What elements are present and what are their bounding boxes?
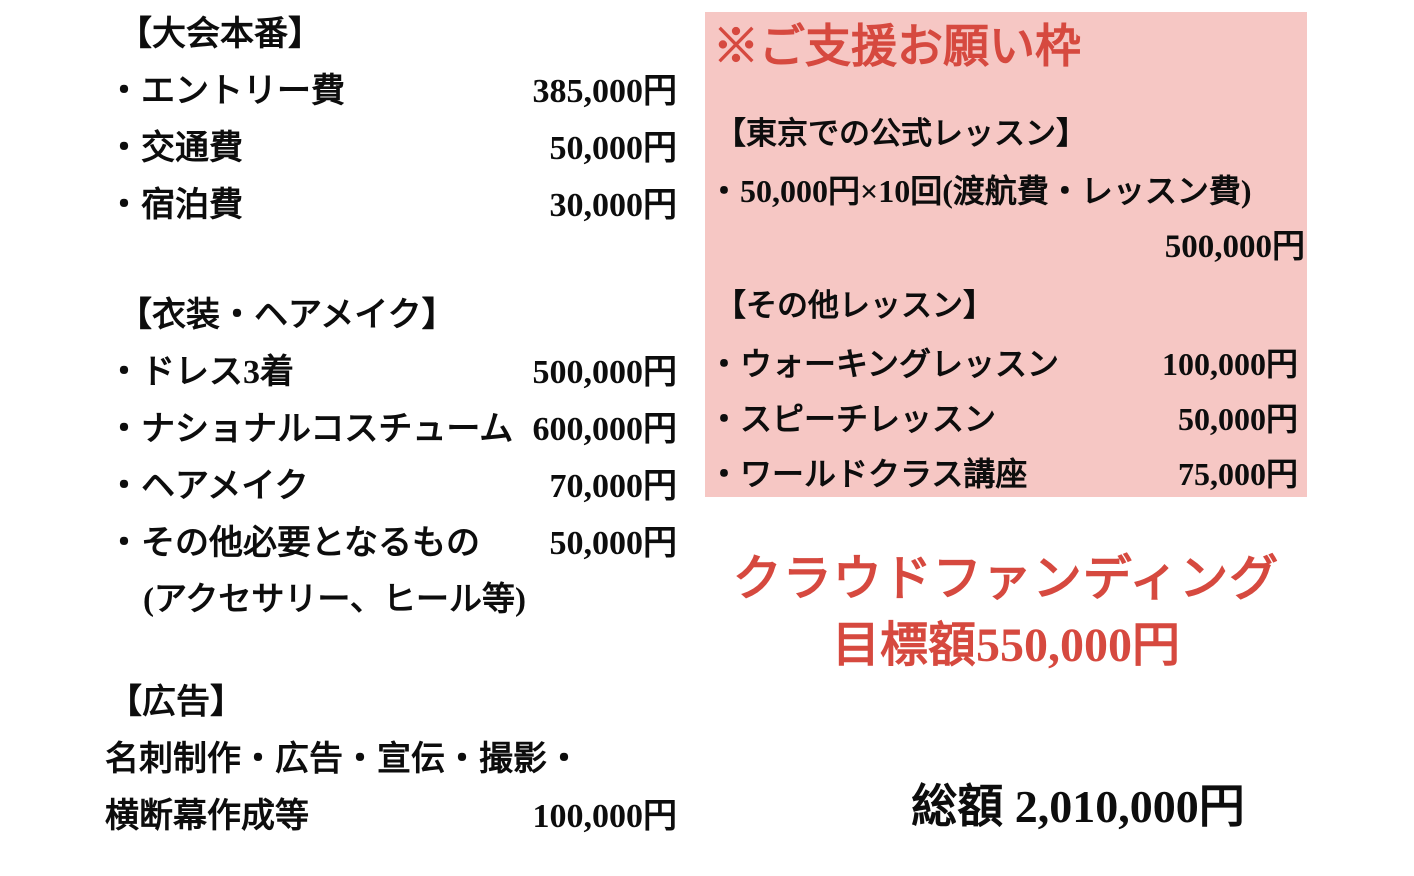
tokyo-lesson-amount: 500,000円 bbox=[1164, 229, 1305, 265]
section-advertising-title: 【広告】 bbox=[108, 684, 244, 721]
advertising-detail-line: 名刺制作・広告・宣伝・撮影・ bbox=[105, 741, 581, 778]
cost-label: ・ウォーキングレッスン bbox=[708, 346, 1060, 382]
other-lesson-heading: 【その他レッスン】 bbox=[715, 288, 994, 323]
cost-label: ・その他必要となるもの bbox=[107, 525, 480, 562]
cost-label: ・スピーチレッスン bbox=[708, 401, 997, 437]
crowdfunding-goal-amount: 目標額550,000円 bbox=[831, 619, 1180, 672]
cost-row-lodging: ・宿泊費 30,000円 bbox=[107, 177, 677, 234]
cost-row-worldclass-course: ・ワールドクラス講座 75,000円 bbox=[708, 453, 1298, 495]
cost-row-speech-lesson: ・スピーチレッスン 50,000円 bbox=[708, 398, 1298, 440]
cost-row-hairmake: ・ヘアメイク 70,000円 bbox=[107, 458, 677, 515]
section-costume: 【衣装・ヘアメイク】 ・ドレス3着 500,000円 ・ナショナルコスチューム … bbox=[107, 287, 677, 629]
section-competition: 【大会本番】 ・エントリー費 385,000円 ・交通費 50,000円 ・宿泊… bbox=[107, 6, 677, 234]
grand-total: 総額 2,010,000円 bbox=[911, 781, 1245, 832]
cost-amount: 500,000円 bbox=[532, 354, 678, 391]
crowdfunding-goal: クラウドファンディング 目標額550,000円 bbox=[703, 548, 1309, 677]
cost-amount: 50,000円 bbox=[549, 130, 678, 167]
cost-label: ・ワールドクラス講座 bbox=[708, 456, 1028, 492]
support-box-title: ※ご支援お願い枠 bbox=[713, 21, 1081, 72]
section-costume-title: 【衣装・ヘアメイク】 bbox=[118, 297, 456, 334]
cost-label: 横断幕作成等 bbox=[105, 798, 309, 835]
cost-amount: 100,000円 bbox=[1161, 346, 1298, 382]
cost-amount: 385,000円 bbox=[532, 73, 678, 110]
cost-amount: 50,000円 bbox=[549, 525, 678, 562]
cost-label: ・交通費 bbox=[107, 130, 243, 167]
cost-amount: 600,000円 bbox=[532, 411, 678, 448]
section-advertising: 【広告】 名刺制作・広告・宣伝・撮影・ 横断幕作成等 100,000円 bbox=[105, 674, 677, 845]
cost-amount: 75,000円 bbox=[1177, 456, 1298, 492]
support-request-box: ※ご支援お願い枠 【東京での公式レッスン】 ・50,000円×10回(渡航費・レ… bbox=[705, 12, 1307, 497]
cost-row-national-costume: ・ナショナルコスチューム 600,000円 bbox=[107, 401, 677, 458]
cost-row-banner: 横断幕作成等 100,000円 bbox=[105, 788, 677, 845]
tokyo-lesson-detail: ・50,000円×10回(渡航費・レッスン費) bbox=[708, 173, 1252, 209]
cost-amount: 100,000円 bbox=[532, 798, 678, 835]
cost-row-walking-lesson: ・ウォーキングレッスン 100,000円 bbox=[708, 343, 1298, 385]
cost-row-dress: ・ドレス3着 500,000円 bbox=[107, 344, 677, 401]
crowdfunding-title: クラウドファンディング bbox=[732, 551, 1280, 606]
tokyo-lesson-heading: 【東京での公式レッスン】 bbox=[715, 116, 1087, 151]
cost-amount: 70,000円 bbox=[549, 468, 678, 505]
cost-label: ・ヘアメイク bbox=[107, 468, 309, 505]
cost-row-entry-fee: ・エントリー費 385,000円 bbox=[107, 63, 677, 120]
cost-label: ・宿泊費 bbox=[107, 187, 243, 224]
cost-label: ・エントリー費 bbox=[107, 73, 345, 110]
cost-amount: 50,000円 bbox=[1177, 401, 1298, 437]
cost-label: ・ドレス3着 bbox=[107, 354, 294, 391]
section-competition-title: 【大会本番】 bbox=[118, 16, 322, 53]
cost-row-transport: ・交通費 50,000円 bbox=[107, 120, 677, 177]
cost-amount: 30,000円 bbox=[549, 187, 678, 224]
cost-label: ・ナショナルコスチューム bbox=[107, 411, 514, 448]
cost-row-other-necessities: ・その他必要となるもの 50,000円 bbox=[107, 515, 677, 572]
costume-note: (アクセサリー、ヒール等) bbox=[143, 582, 526, 618]
